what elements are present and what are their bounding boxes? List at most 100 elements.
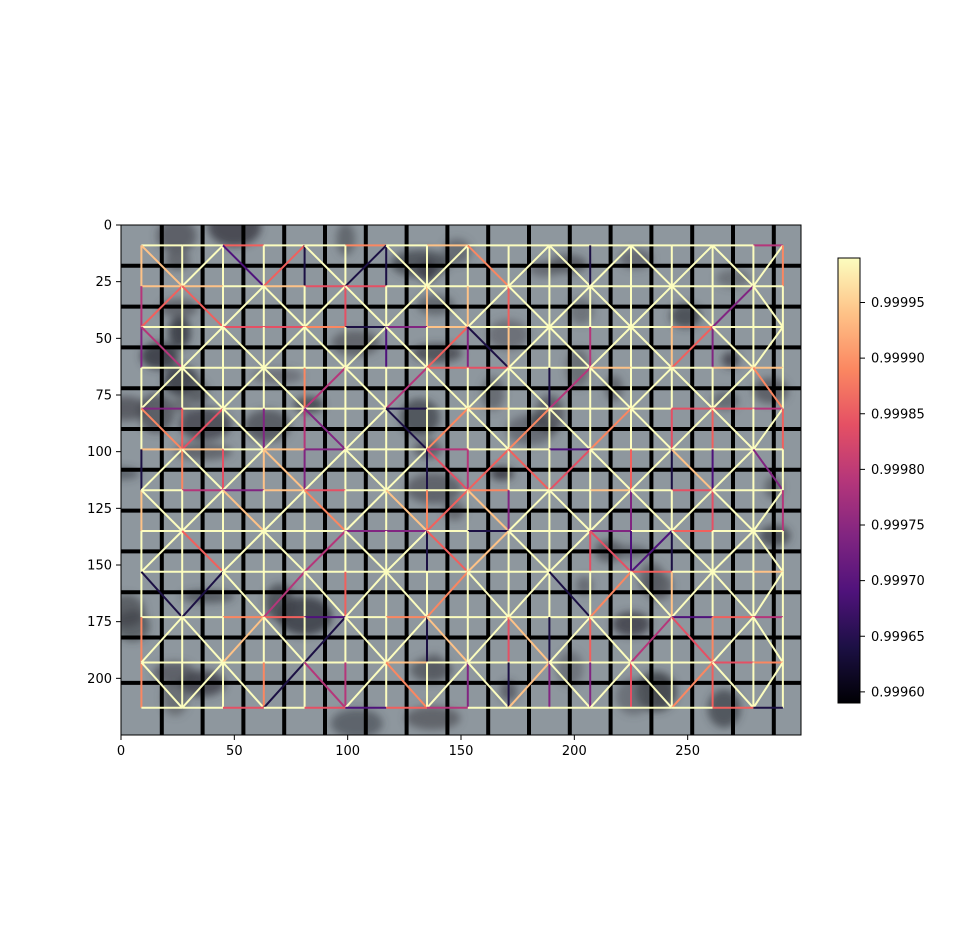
mesh-edge [467,448,510,491]
mesh-edge [671,571,714,618]
mesh-edge [303,407,347,451]
mesh-edge [548,530,591,573]
colorbar-tick-label: 0.99970 [871,574,925,589]
mesh-edges [140,244,784,709]
mesh-edge [752,489,784,532]
mesh-edge [140,571,183,618]
y-tick-label: 175 [87,615,112,630]
mesh-edge [711,571,755,618]
plot-area [120,224,802,736]
x-tick-label: 250 [675,744,700,759]
mesh-edge [222,244,265,287]
mesh-edge [263,285,306,328]
mesh-edge [222,661,265,709]
mesh-edge [222,285,265,328]
x-axis: 0 50 100 150 200 250 [117,735,700,759]
x-tick-label: 50 [226,744,243,759]
mesh-edge [222,571,265,618]
image-blob [252,368,304,384]
mesh-edge [140,244,183,287]
mesh-edge [548,489,591,532]
mesh-edge [263,616,306,664]
mesh-edge [303,326,347,369]
colorbar-tick-label: 0.99975 [871,519,925,534]
mesh-edge [303,285,347,328]
y-tick-label: 200 [87,672,112,687]
colorbar-tick-label: 0.99985 [871,407,925,422]
mesh-edge [303,367,347,410]
mesh-edge [752,367,784,410]
mesh-edge [426,616,469,664]
mesh-edge [181,367,224,410]
mesh-edge [222,448,265,491]
mesh-edge [671,448,714,491]
mesh-edge [589,661,632,709]
mesh-edge [630,489,673,532]
mesh-edge [711,407,755,451]
mesh-edge [630,448,673,491]
x-tick-label: 100 [335,744,360,759]
mesh-edge [303,616,347,664]
image-blob [423,653,445,680]
mesh-edge [140,407,183,451]
image-blob [208,225,262,247]
mesh-edge [630,407,673,451]
mesh-edge [181,661,224,709]
mesh-edge [140,326,183,369]
x-tick-label: 150 [449,744,474,759]
mesh-edge [671,285,714,328]
mesh-edge [752,285,784,328]
mesh-edge [589,489,632,532]
image-blob [615,678,652,715]
mesh-edge [589,326,632,369]
mesh-edge [752,448,784,491]
mesh-edge [385,530,428,573]
mesh-edge [385,285,428,328]
mesh-edge [589,367,632,410]
mesh-edge [344,326,387,369]
image-blob [179,407,232,441]
mesh-edge [140,616,183,664]
mesh-edge [181,285,224,328]
mesh-edge [507,244,551,287]
mesh-edge [548,326,591,369]
mesh-edge [507,571,551,618]
mesh-edge [671,407,714,451]
mesh-edge [385,448,428,491]
mesh-edge [263,661,306,709]
mesh-edge [752,661,784,709]
mesh-edge [467,530,510,573]
mesh-edge [467,616,510,664]
mesh-edge [630,571,673,618]
mesh-edge [263,448,306,491]
mesh-edge [548,616,591,664]
mesh-edge [507,285,551,328]
mesh-edge [589,244,632,287]
mesh-edge [752,244,784,287]
mesh-edge [344,530,387,573]
mesh-edge [548,571,591,618]
mesh-edge [181,616,224,664]
mesh-edge [507,326,551,369]
mesh-edge [222,407,265,451]
mesh-edge [752,571,784,618]
mesh-edge [711,244,755,287]
mesh-edge [548,285,591,328]
mesh-edge [181,571,224,618]
y-tick-label: 25 [95,275,112,290]
mesh-edge [589,285,632,328]
mesh-edge [589,616,632,664]
mesh-edge [671,326,714,369]
mesh-edge [671,616,714,664]
mesh-edge [181,530,224,573]
mesh-edge [711,616,755,664]
mesh-edge [222,326,265,369]
mesh-edge [263,407,306,451]
mesh-edge [671,530,714,573]
mesh-edge [263,244,306,287]
image-blob [331,330,380,357]
mesh-edge [752,616,784,664]
colorbar-tick-label: 0.99995 [871,296,925,311]
mesh-edge [507,448,551,491]
